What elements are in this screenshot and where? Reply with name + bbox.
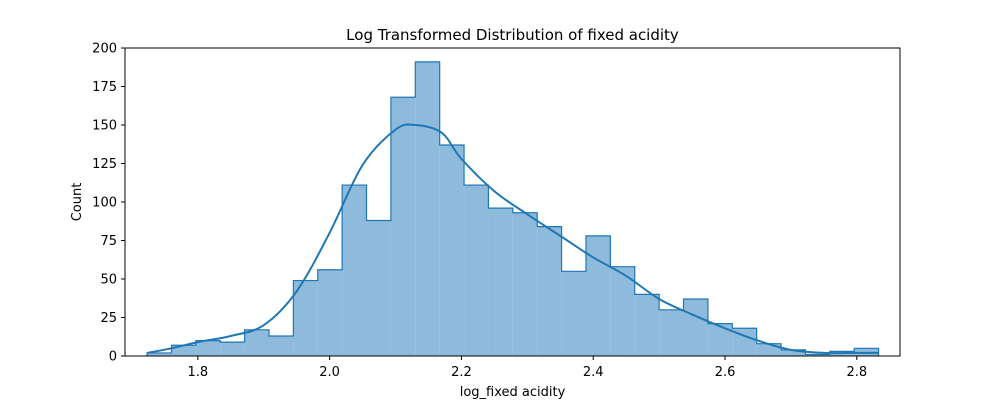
y-tick-label: 0: [109, 350, 117, 365]
x-tick-label: 2.2: [451, 365, 472, 380]
histogram-bar: [537, 226, 562, 356]
histogram-bar: [390, 97, 416, 356]
y-tick-label: 100: [92, 196, 117, 211]
x-axis-ticks: 1.8 2.0 2.2 2.4 2.6 2.8: [187, 356, 867, 380]
y-tick-label: 125: [92, 157, 117, 172]
kde-curve: [146, 123, 879, 355]
histogram-bar: [488, 208, 513, 356]
y-tick-label: 175: [92, 80, 117, 95]
histogram-bar: [439, 145, 465, 356]
histogram-bar: [707, 323, 733, 356]
histogram-bar: [342, 185, 367, 356]
histogram-bar: [610, 266, 635, 356]
histogram-bar: [244, 329, 269, 356]
histogram-bar: [561, 271, 586, 356]
x-tick-label: 2.4: [583, 365, 604, 380]
histogram-bar: [366, 220, 391, 356]
x-tick-label: 2.6: [715, 365, 736, 380]
y-tick-label: 200: [92, 42, 117, 57]
y-tick-label: 150: [92, 119, 117, 134]
x-tick-label: 2.0: [319, 365, 340, 380]
histogram-bar: [415, 61, 440, 357]
x-tick-label: 2.8: [846, 365, 867, 380]
histogram-bar: [512, 212, 538, 356]
histogram-bar: [171, 345, 196, 356]
chart-title: Log Transformed Distribution of fixed ac…: [346, 26, 679, 44]
y-tick-label: 50: [100, 273, 117, 288]
histogram-bar: [805, 354, 830, 356]
histogram-bar: [585, 235, 611, 356]
histogram-bar: [683, 299, 708, 356]
histogram-bar: [268, 335, 294, 356]
histogram-bar: [634, 294, 660, 356]
y-tick-label: 25: [100, 311, 117, 326]
x-tick-label: 1.8: [187, 365, 208, 380]
y-axis-ticks: 0 25 50 75 100 125 150 175 200: [92, 42, 125, 365]
histogram-bars: [146, 61, 880, 357]
histogram-bar: [220, 342, 245, 356]
y-axis-label: Count: [70, 183, 85, 222]
histogram-bar: [317, 269, 343, 356]
histogram-bar: [781, 349, 806, 356]
histogram-bar: [147, 352, 172, 356]
x-axis-label: log_fixed acidity: [460, 385, 566, 400]
histogram-bar: [195, 340, 221, 356]
histogram-bar: [659, 309, 684, 356]
histogram-bar: [464, 185, 489, 356]
y-tick-label: 75: [100, 234, 117, 249]
histogram-bar: [293, 280, 318, 356]
